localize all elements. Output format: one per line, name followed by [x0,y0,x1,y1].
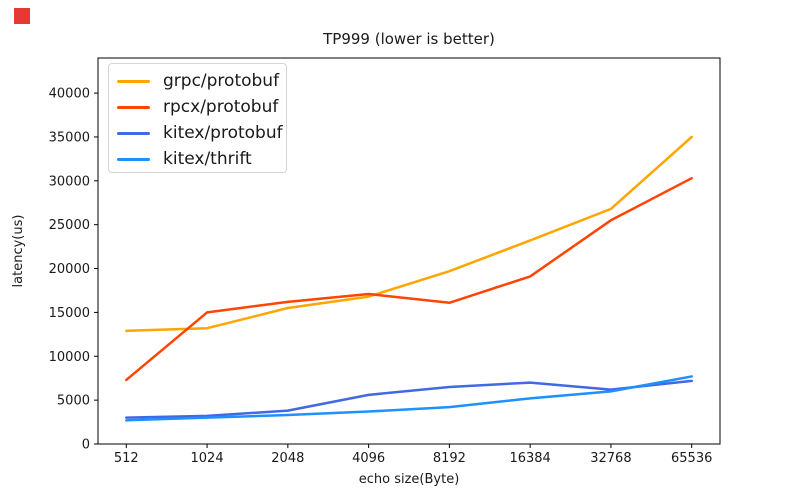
legend-label: kitex/protobuf [163,122,283,143]
x-tick-label: 16384 [509,451,550,466]
red-square-marker [14,8,30,24]
chart-title: TP999 (lower is better) [322,30,495,48]
y-tick-label: 40000 [49,87,90,102]
x-tick-label: 65536 [671,451,712,466]
legend-item: rpcx/protobuf [117,95,286,121]
series-line-rpcx-protobuf [125,176,693,382]
y-tick-label: 25000 [49,218,90,233]
x-tick-label: 512 [114,451,139,466]
series-line-kitex-thrift [125,375,693,422]
series-line-kitex-protobuf [125,379,693,419]
line-swatch-icon [117,131,150,135]
y-tick-label: 30000 [49,174,90,189]
plot-area: 0 5000 10000 15000 20000 25000 30000 35000 40000… [49,57,721,466]
y-axis-label: latency(us) [11,215,26,288]
legend-item: grpc/protobuf [117,69,286,95]
x-tick-label: 2048 [271,451,304,466]
x-axis-label: echo size(Byte) [359,472,460,487]
chart-legend: grpc/protobuf rpcx/protobuf kitex/protob… [108,63,287,173]
legend-label: rpcx/protobuf [163,97,279,118]
y-tick-label: 15000 [49,306,90,321]
y-tick-label: 20000 [49,262,90,277]
line-swatch-icon [117,157,150,161]
legend-label: grpc/protobuf [163,71,280,92]
line-swatch-icon [117,106,150,110]
legend-item: kitex/thrift [117,146,286,172]
legend-item: kitex/protobuf [117,121,286,147]
legend-label: kitex/thrift [163,148,252,169]
y-tick-label: 0 [82,438,90,453]
x-tick-label: 1024 [191,451,224,466]
x-tick-label: 4096 [352,451,385,466]
line-swatch-icon [117,80,150,84]
y-tick-label: 10000 [49,350,90,365]
x-tick-label: 32768 [590,451,631,466]
y-tick-label: 35000 [49,130,90,145]
axes-box [97,57,721,445]
x-tick-label: 8192 [433,451,466,466]
series-line-grpc-protobuf [125,135,693,333]
y-tick-label: 5000 [57,394,90,409]
